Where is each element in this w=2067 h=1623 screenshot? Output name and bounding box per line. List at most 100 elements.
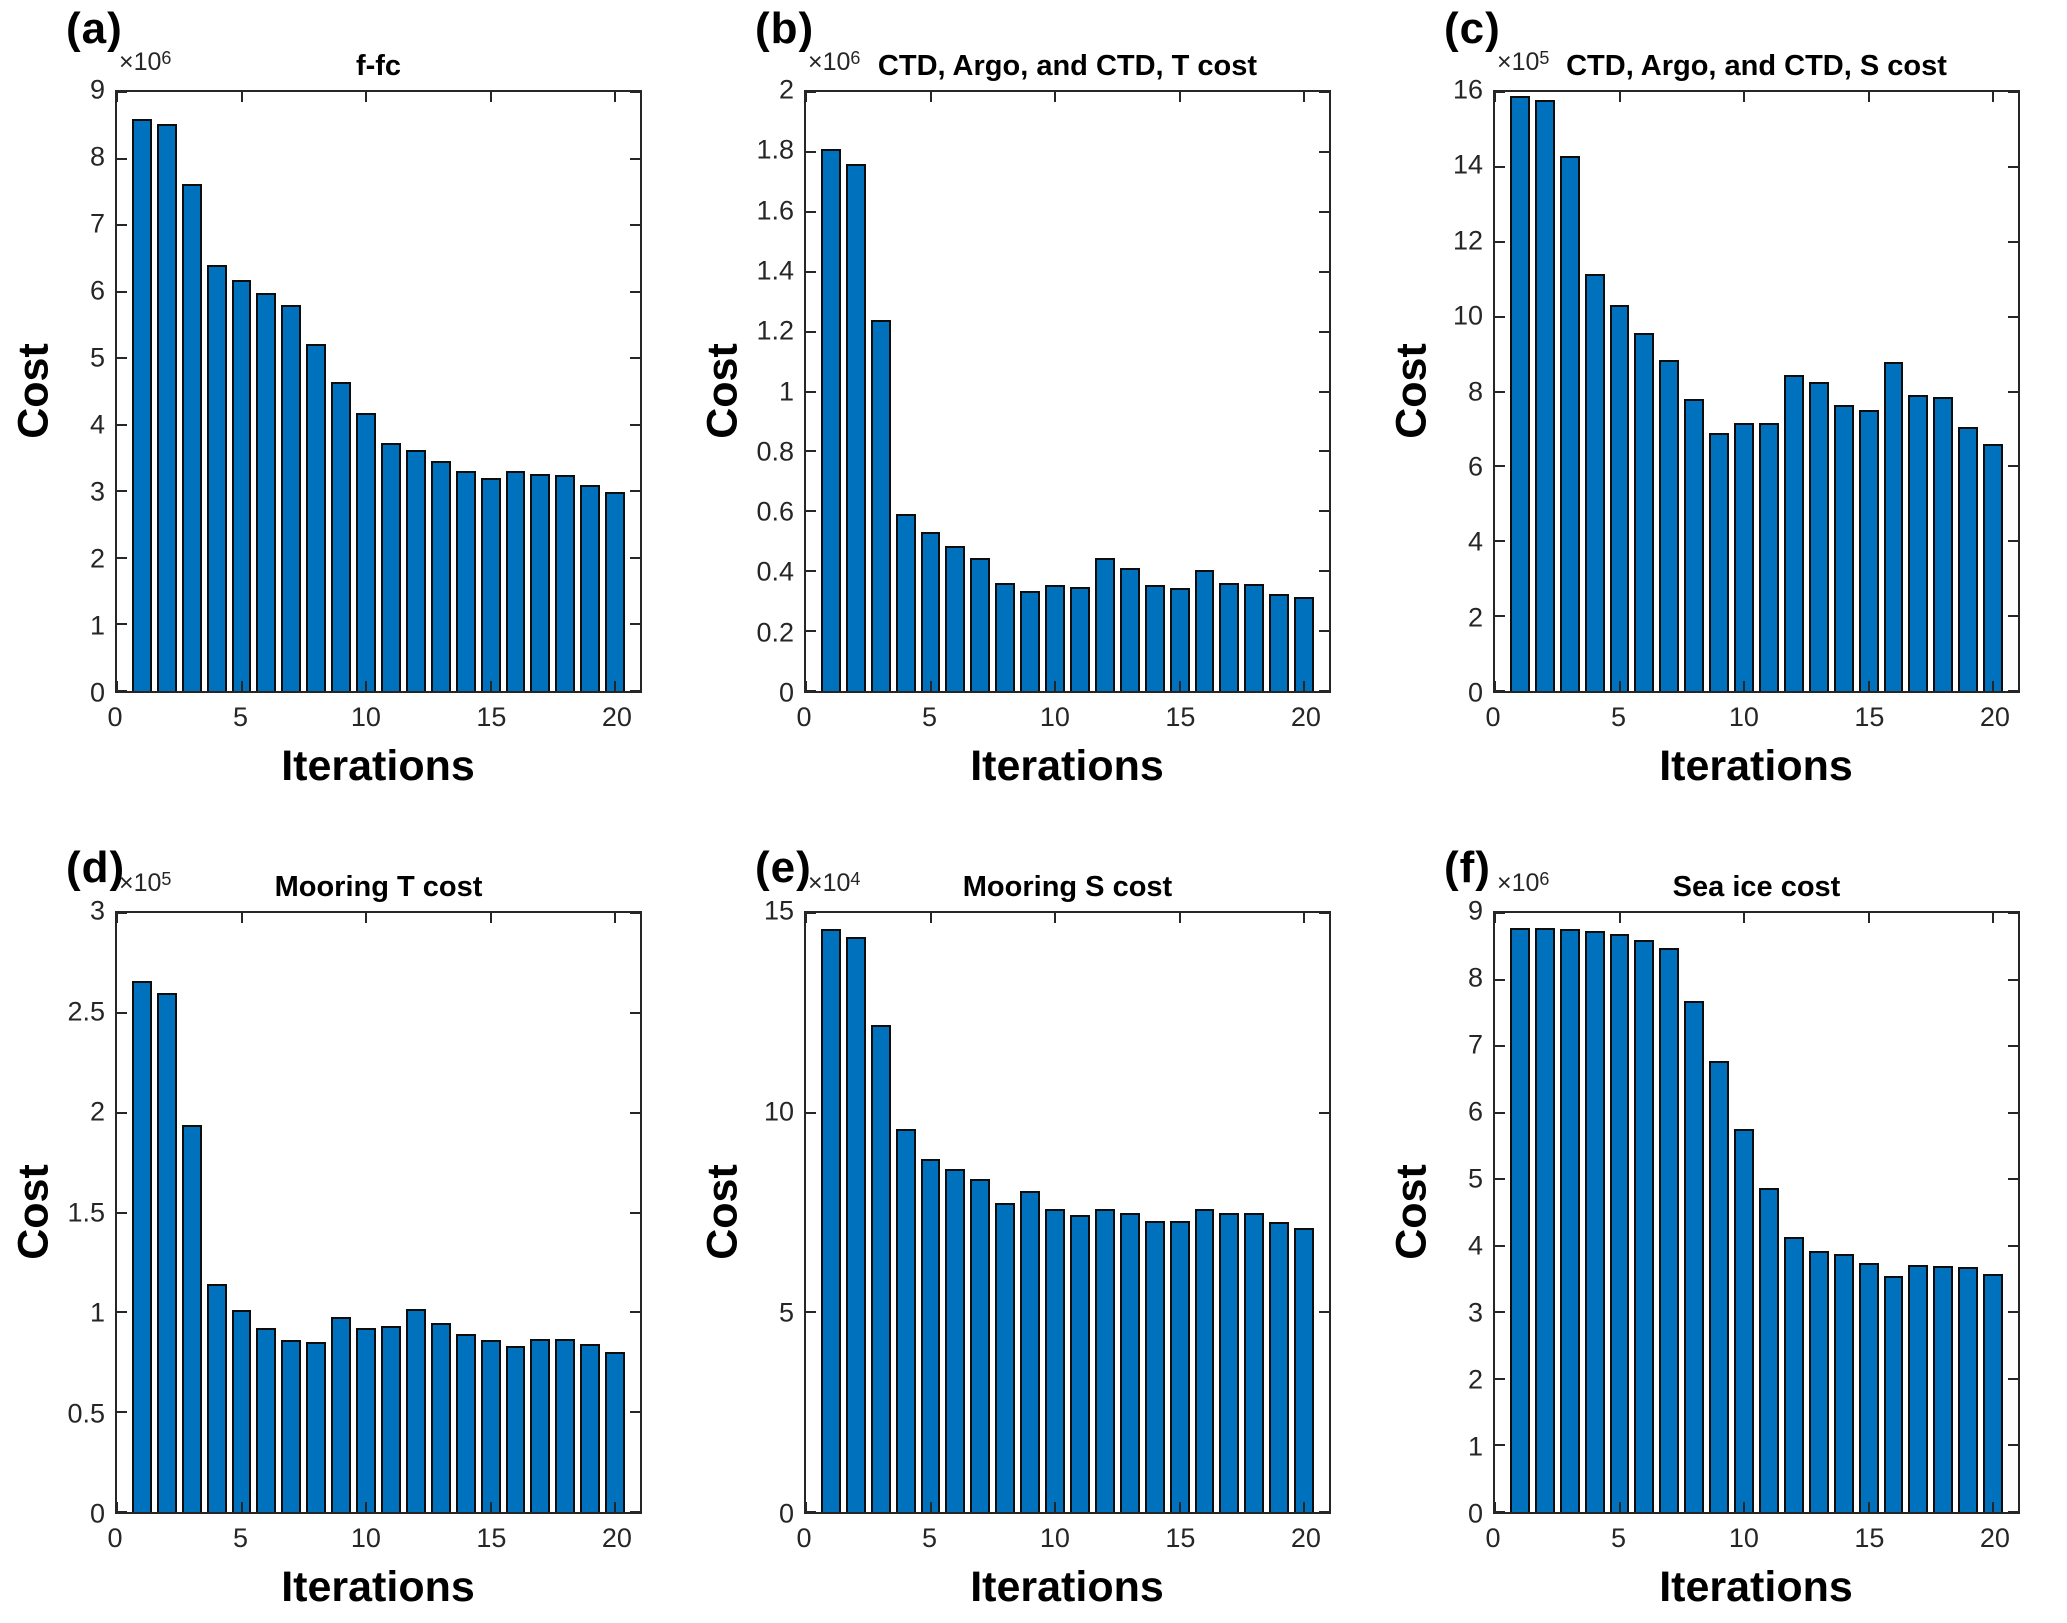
- x-tick: [1867, 681, 1870, 691]
- bar-iteration-9: [1709, 1061, 1730, 1512]
- y-axis-exponent: ×105: [119, 869, 171, 898]
- x-tick-label: 0: [796, 1523, 812, 1553]
- x-tick: [929, 681, 932, 691]
- x-tick: [1303, 913, 1306, 923]
- x-tick-label: 0: [107, 702, 123, 732]
- bar-iteration-10: [356, 1328, 376, 1512]
- x-tick-label: 10: [1728, 1523, 1759, 1553]
- y-tick-label: 0: [89, 1498, 105, 1529]
- y-tick-label: 2: [1467, 1364, 1483, 1395]
- y-tick-label: 5: [778, 1297, 794, 1328]
- x-tick: [116, 1502, 118, 1512]
- y-tick: [1495, 465, 1505, 468]
- x-tick-label: 0: [1485, 702, 1501, 732]
- x-tick: [805, 1502, 807, 1512]
- x-tick: [1303, 1502, 1306, 1512]
- y-tick: [2008, 91, 2018, 93]
- y-tick: [1495, 540, 1505, 543]
- x-tick: [614, 92, 617, 102]
- bar-iteration-14: [1833, 404, 1854, 691]
- x-tick-label: 10: [1728, 702, 1759, 732]
- bar-iteration-3: [181, 183, 202, 691]
- x-tick-label: 15: [1854, 702, 1885, 732]
- bar-iteration-17: [1908, 1265, 1929, 1512]
- x-tick-label: 10: [350, 1523, 381, 1553]
- x-tick: [489, 92, 492, 102]
- bar-iteration-2: [156, 992, 177, 1512]
- y-tick: [1319, 570, 1329, 573]
- exponent-base: ×10: [119, 869, 162, 897]
- bar-iteration-13: [1808, 382, 1829, 691]
- y-tick-label: 1: [778, 376, 794, 406]
- panel-f: (f) ×106 Sea ice cost 0 1 2 3 4 5 6 7 8 9 0 5 10 15 20 Cos…: [1378, 811, 2067, 1622]
- bar-iteration-18: [1244, 583, 1265, 691]
- y-tick-label: 4: [1467, 526, 1483, 557]
- bar-iteration-11: [1758, 423, 1779, 691]
- exponent-power: 6: [850, 48, 861, 68]
- y-tick-label: 5: [89, 342, 105, 373]
- bar-iteration-20: [605, 1352, 626, 1512]
- y-tick-label: 0: [1467, 1498, 1483, 1529]
- bar-iteration-6: [945, 545, 966, 691]
- bar-iteration-20: [1294, 596, 1315, 691]
- bar-iteration-1: [131, 118, 152, 691]
- y-tick: [806, 270, 816, 273]
- x-tick-label: 5: [1610, 702, 1626, 732]
- bar-iteration-17: [1908, 395, 1929, 691]
- y-tick-label: 2: [778, 74, 794, 105]
- bar-iteration-17: [530, 474, 551, 691]
- y-tick: [2008, 540, 2018, 543]
- x-axis-tick-labels: 0 5 10 15 20: [1485, 702, 2020, 738]
- y-tick: [117, 623, 127, 626]
- bar-iteration-8: [306, 1342, 327, 1512]
- exponent-power: 4: [850, 869, 861, 889]
- y-tick: [2008, 1244, 2018, 1247]
- x-tick: [116, 681, 118, 691]
- bar-iteration-19: [580, 484, 601, 691]
- y-tick: [1495, 1311, 1505, 1314]
- x-tick: [1303, 681, 1306, 691]
- x-tick-label: 10: [1039, 1523, 1070, 1553]
- y-tick-label: 3: [89, 895, 105, 926]
- y-tick: [630, 912, 640, 914]
- bar-iteration-1: [820, 148, 841, 691]
- bar-iteration-18: [1244, 1212, 1265, 1512]
- x-tick: [929, 913, 932, 923]
- x-tick: [1303, 92, 1306, 102]
- y-tick: [1495, 165, 1505, 168]
- x-tick: [1054, 913, 1057, 923]
- bar-iteration-19: [580, 1344, 601, 1512]
- bar-iteration-3: [1559, 928, 1580, 1512]
- x-tick: [1743, 1502, 1746, 1512]
- bar-iteration-15: [1858, 1263, 1879, 1512]
- y-tick-label: 7: [1467, 1029, 1483, 1060]
- bar-iteration-6: [1634, 939, 1655, 1512]
- x-tick-label: 10: [350, 702, 381, 732]
- y-axis-tick-labels: 0 1 2 3 4 5 6 7 8 9: [0, 75, 105, 708]
- bar-iteration-9: [331, 1317, 352, 1512]
- panel-title-e: Mooring S cost: [962, 871, 1173, 903]
- bar-iteration-17: [1219, 582, 1240, 691]
- panel-title-d: Mooring T cost: [274, 871, 483, 903]
- y-tick: [1319, 390, 1329, 393]
- bar-iteration-5: [1609, 934, 1630, 1512]
- y-tick: [1495, 240, 1505, 243]
- bar-iteration-9: [1020, 1190, 1041, 1512]
- y-tick-label: 0: [1467, 677, 1483, 708]
- bar-iteration-5: [920, 532, 941, 691]
- x-axis-label: Iterations: [970, 742, 1164, 790]
- y-tick-label: 8: [89, 141, 105, 172]
- bar-iteration-1: [820, 928, 841, 1512]
- x-tick: [1867, 1502, 1870, 1512]
- bar-iteration-11: [1069, 586, 1090, 691]
- y-tick-label: 14: [1452, 149, 1483, 180]
- y-tick: [806, 912, 816, 914]
- bar-iteration-8: [306, 344, 327, 691]
- bar-iteration-17: [530, 1339, 551, 1512]
- panel-label-e: (e): [755, 843, 812, 892]
- y-tick-label: 2.5: [67, 996, 105, 1026]
- bar-iteration-2: [845, 936, 866, 1512]
- y-tick-label: 3: [1467, 1297, 1483, 1328]
- panel-title-c: CTD, Argo, and CTD, S cost: [1566, 50, 1947, 82]
